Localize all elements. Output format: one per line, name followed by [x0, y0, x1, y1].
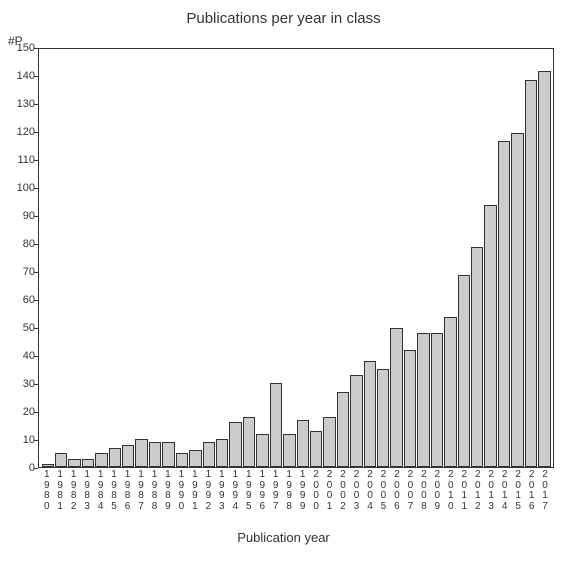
x-tick-label: 1990 [175, 470, 188, 512]
x-tick-label: 1994 [229, 470, 242, 512]
bar [95, 453, 107, 467]
x-tick-label: 1983 [80, 470, 93, 512]
x-tick-label: 2014 [498, 470, 511, 512]
x-tick-label: 2011 [458, 470, 471, 512]
x-tick-label: 1984 [94, 470, 107, 512]
bar [431, 333, 443, 467]
x-tick-label: 1991 [188, 470, 201, 512]
y-tick-label: 120 [7, 126, 35, 138]
bar [417, 333, 429, 467]
x-tick-label: 2000 [309, 470, 322, 512]
x-tick-label: 1989 [161, 470, 174, 512]
y-tick-label: 100 [7, 182, 35, 194]
bar [323, 417, 335, 467]
x-tick-label: 2015 [511, 470, 524, 512]
y-tick-label: 50 [7, 322, 35, 334]
x-tick-label: 2004 [363, 470, 376, 512]
y-tick-label: 40 [7, 350, 35, 362]
x-tick-label: 2013 [484, 470, 497, 512]
y-tick-label: 140 [7, 70, 35, 82]
bar [484, 205, 496, 467]
bar [297, 420, 309, 467]
x-tick-label: 1986 [121, 470, 134, 512]
bar [525, 80, 537, 467]
x-tick-label: 1993 [215, 470, 228, 512]
x-tick-label: 1982 [67, 470, 80, 512]
y-tick-label: 130 [7, 98, 35, 110]
bar [122, 445, 134, 467]
x-axis-label: Publication year [0, 530, 567, 545]
bar [256, 434, 268, 467]
bar [364, 361, 376, 467]
chart-container: Publications per year in class #P 010203… [0, 0, 567, 567]
bar [162, 442, 174, 467]
bar [42, 464, 54, 467]
bar [283, 434, 295, 467]
x-tick-label: 2016 [525, 470, 538, 512]
y-tick-label: 70 [7, 266, 35, 278]
bar [390, 328, 402, 467]
x-tick-label: 1981 [53, 470, 66, 512]
x-tick-label: 2006 [390, 470, 403, 512]
x-tick-label: 2012 [471, 470, 484, 512]
x-tick-label: 2010 [444, 470, 457, 512]
bar [189, 450, 201, 467]
y-tick-label: 90 [7, 210, 35, 222]
bar [109, 448, 121, 468]
x-tick-label: 1985 [107, 470, 120, 512]
bar [310, 431, 322, 467]
bar [538, 71, 550, 467]
x-tick-label: 1980 [40, 470, 53, 512]
x-tick-label: 1996 [256, 470, 269, 512]
y-tick-label: 30 [7, 378, 35, 390]
x-tick-label: 1997 [269, 470, 282, 512]
y-tick-label: 110 [7, 154, 35, 166]
bar [337, 392, 349, 467]
x-tick-label: 2001 [323, 470, 336, 512]
bars [39, 49, 553, 467]
y-tick-label: 150 [7, 42, 35, 54]
x-tick-label: 1995 [242, 470, 255, 512]
x-tick-label: 1992 [202, 470, 215, 512]
y-tick-label: 0 [7, 462, 35, 474]
bar [350, 375, 362, 467]
x-tick-label: 1987 [134, 470, 147, 512]
x-tick-label: 1998 [282, 470, 295, 512]
bar [444, 317, 456, 467]
bar [149, 442, 161, 467]
bar [176, 453, 188, 467]
x-tick-label: 2002 [336, 470, 349, 512]
bar [471, 247, 483, 467]
bar [68, 459, 80, 467]
plot-area [38, 48, 554, 468]
x-tick-label: 2009 [431, 470, 444, 512]
x-tick-label: 2007 [404, 470, 417, 512]
bar [377, 369, 389, 467]
x-tick-label: 1988 [148, 470, 161, 512]
x-tick-label: 2003 [350, 470, 363, 512]
bar [511, 133, 523, 467]
x-tick-label: 1999 [296, 470, 309, 512]
bar [498, 141, 510, 467]
bar [243, 417, 255, 467]
y-tick-label: 20 [7, 406, 35, 418]
bar [82, 459, 94, 467]
chart-title: Publications per year in class [0, 10, 567, 27]
y-tick-label: 10 [7, 434, 35, 446]
x-tick-label: 2005 [377, 470, 390, 512]
x-tick-label: 2017 [538, 470, 551, 512]
bar [458, 275, 470, 467]
x-tick-labels: 1980198119821983198419851986198719881989… [38, 470, 554, 512]
x-tick-label: 2008 [417, 470, 430, 512]
bar [135, 439, 147, 467]
bar [203, 442, 215, 467]
bar [55, 453, 67, 467]
y-tick [34, 468, 38, 469]
bar [404, 350, 416, 467]
bar [216, 439, 228, 467]
bar [270, 383, 282, 467]
y-tick-label: 60 [7, 294, 35, 306]
bar [229, 422, 241, 467]
y-tick-label: 80 [7, 238, 35, 250]
